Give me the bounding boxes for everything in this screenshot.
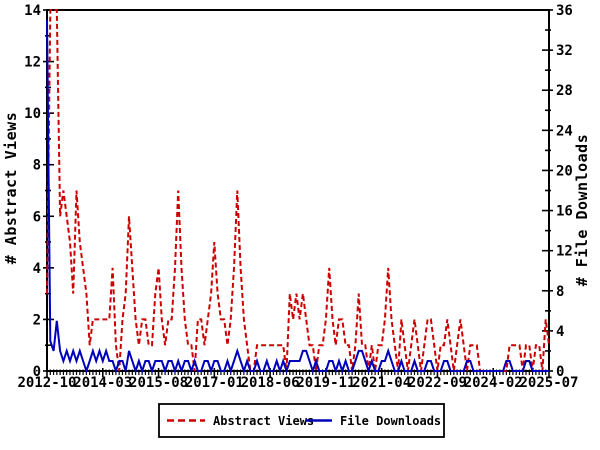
x-tick-label: 2019-11 — [296, 375, 355, 391]
x-tick-label: 2024-02 — [464, 375, 523, 391]
y-left-axis-title: # Abstract Views — [2, 112, 20, 265]
y-left-tick-label: 14 — [24, 3, 41, 19]
y-right-tick-label: 32 — [556, 43, 573, 59]
x-tick-label: 2022-09 — [408, 375, 467, 391]
x-tick-label: 2012-10 — [17, 375, 76, 391]
legend: Abstract Views File Downloads — [158, 403, 445, 438]
y-right-tick-label: 20 — [556, 163, 573, 179]
y-right-tick-label: 24 — [556, 123, 573, 139]
series-line-abstract-views — [46, 9, 550, 372]
legend-box — [158, 403, 445, 438]
y-right-tick-label: 36 — [556, 3, 573, 19]
y-right-tick-label: 4 — [556, 324, 564, 340]
y-right-tick-label: 28 — [556, 83, 573, 99]
y-left-tick-label: 12 — [24, 55, 41, 71]
y-right-tick-label: 0 — [556, 364, 564, 380]
y-right-tick-label: 16 — [556, 204, 573, 220]
x-tick-label: 2021-04 — [352, 375, 411, 391]
legend-label-abstract-views: Abstract Views — [213, 414, 314, 428]
x-tick-label: 2014-03 — [73, 375, 132, 391]
y-left-tick-label: 4 — [33, 261, 41, 277]
y-right-axis-title: # File Downloads — [573, 134, 591, 287]
y-left-tick-label: 0 — [33, 364, 41, 380]
x-tick-label: 2025-07 — [519, 375, 578, 391]
y-left-tick-label: 6 — [33, 209, 41, 225]
x-tick-label: 2015-08 — [129, 375, 188, 391]
x-tick-label: 2018-06 — [241, 375, 300, 391]
y-left-tick-label: 8 — [33, 158, 41, 174]
legend-label-file-downloads: File Downloads — [340, 414, 441, 428]
plot-area: 2012-102014-032015-082017-012018-062019-… — [17, 3, 578, 391]
y-left-tick-label: 2 — [33, 312, 41, 328]
series-line-file-downloads — [46, 19, 549, 375]
x-tick-label: 2017-01 — [185, 375, 244, 391]
y-left-tick-label: 10 — [24, 106, 41, 122]
y-right-tick-label: 8 — [556, 284, 564, 300]
y-right-tick-label: 12 — [556, 244, 573, 260]
